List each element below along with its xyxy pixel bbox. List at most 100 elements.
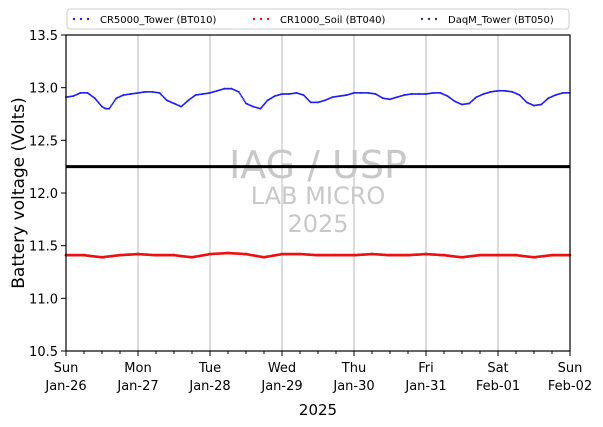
series-layer: [64, 87, 572, 259]
data-point: [144, 91, 147, 93]
data-point: [158, 92, 161, 94]
data-point: [173, 102, 175, 105]
series-1: [64, 251, 572, 259]
data-point: [273, 95, 276, 97]
data-point: [367, 92, 370, 94]
legend: CR5000_Tower (BT010) CR1000_Soil (BT040)…: [66, 8, 570, 30]
data-point: [208, 252, 212, 256]
data-point: [302, 94, 305, 96]
data-point: [317, 101, 319, 104]
watermark: IAG / USP LAB MICRO 2025: [229, 143, 407, 238]
data-point: [417, 93, 420, 95]
data-point: [190, 255, 194, 259]
grid-lines: [137, 35, 499, 351]
data-point: [259, 107, 262, 110]
data-point: [82, 253, 86, 257]
legend-label: DaqM_Tower (BT050): [448, 15, 554, 26]
data-point: [403, 94, 406, 96]
x-axis: Sun Jan-26 Mon Jan-27 Tue Jan-28 Wed Jan-29 Thu J…: [44, 351, 592, 394]
legend-dot: [72, 17, 76, 21]
legend-dot: [427, 17, 431, 21]
data-point: [243, 99, 245, 102]
watermark-line-2: LAB MICRO: [251, 182, 386, 210]
legend-dot: [434, 17, 438, 21]
data-point: [547, 97, 550, 100]
data-point: [129, 93, 132, 95]
data-point: [216, 89, 219, 92]
data-point: [101, 105, 103, 108]
data-point: [114, 99, 117, 101]
data-point: [118, 253, 122, 257]
data-point: [238, 92, 241, 95]
legend-entry-cr1000: CR1000_Soil (BT040): [252, 15, 386, 26]
data-point: [446, 95, 449, 97]
data-point: [532, 255, 536, 259]
data-point: [334, 253, 338, 257]
data-point: [353, 92, 355, 94]
data-point: [239, 93, 242, 96]
data-point: [165, 99, 168, 102]
data-point: [280, 252, 284, 256]
legend-dot: [259, 17, 263, 21]
data-point: [550, 253, 554, 257]
watermark-line-3: 2025: [287, 210, 348, 238]
data-point: [424, 252, 428, 256]
x-tick-label-date: Jan-26: [44, 379, 86, 394]
data-point: [514, 253, 518, 257]
data-point: [112, 101, 115, 104]
y-axis-label: Battery voltage (Volts): [9, 97, 29, 288]
data-point: [295, 92, 298, 94]
data-point: [381, 97, 384, 100]
data-point: [338, 95, 341, 97]
data-point: [266, 99, 269, 102]
data-point: [72, 95, 75, 97]
data-point: [104, 107, 107, 110]
y-axis: 10.5 11.0 11.5 12.0 12.5 13.0 13.5: [29, 29, 66, 360]
data-point: [525, 101, 528, 104]
data-point: [298, 252, 302, 256]
data-point: [309, 101, 312, 104]
data-point: [241, 96, 244, 99]
data-point: [406, 253, 410, 257]
legend-dot: [266, 17, 270, 21]
x-tick-label-date: Jan-28: [188, 379, 230, 394]
y-tick-label: 12.5: [29, 134, 58, 149]
legend-label: CR1000_Soil (BT040): [280, 15, 386, 26]
data-point: [497, 89, 499, 92]
data-point: [122, 94, 125, 96]
legend-dot: [252, 17, 256, 21]
data-point: [245, 102, 247, 105]
data-point: [187, 99, 190, 102]
legend-frame: [66, 8, 570, 30]
data-point: [201, 93, 204, 95]
data-point: [388, 253, 392, 257]
data-point: [540, 103, 543, 106]
data-point: [489, 91, 492, 93]
y-tick-label: 13.0: [29, 82, 58, 97]
x-tick-label-weekday: Sun: [54, 361, 79, 376]
legend-marker: [252, 17, 270, 21]
data-point: [100, 255, 104, 259]
y-tick-label: 10.5: [29, 345, 58, 360]
data-point: [151, 91, 154, 93]
data-point: [136, 252, 140, 256]
x-tick-label-weekday: Fri: [418, 361, 434, 376]
y-tick-label: 11.5: [29, 240, 58, 255]
data-point: [230, 87, 233, 90]
data-point: [110, 105, 112, 108]
data-point: [180, 105, 183, 108]
data-point: [511, 91, 514, 93]
x-tick-label-date: Jan-27: [116, 379, 158, 394]
data-point: [468, 102, 471, 105]
legend-label: CR5000_Tower (BT010): [100, 15, 216, 26]
data-point: [482, 93, 485, 95]
data-point: [281, 93, 283, 95]
data-point: [226, 251, 230, 255]
data-point: [410, 93, 413, 95]
data-point: [209, 92, 211, 94]
x-tick-label-date: Jan-30: [332, 379, 374, 394]
x-tick-label-date: Feb-02: [548, 379, 592, 394]
data-point: [172, 253, 176, 257]
y-tick-label: 12.0: [29, 187, 58, 202]
